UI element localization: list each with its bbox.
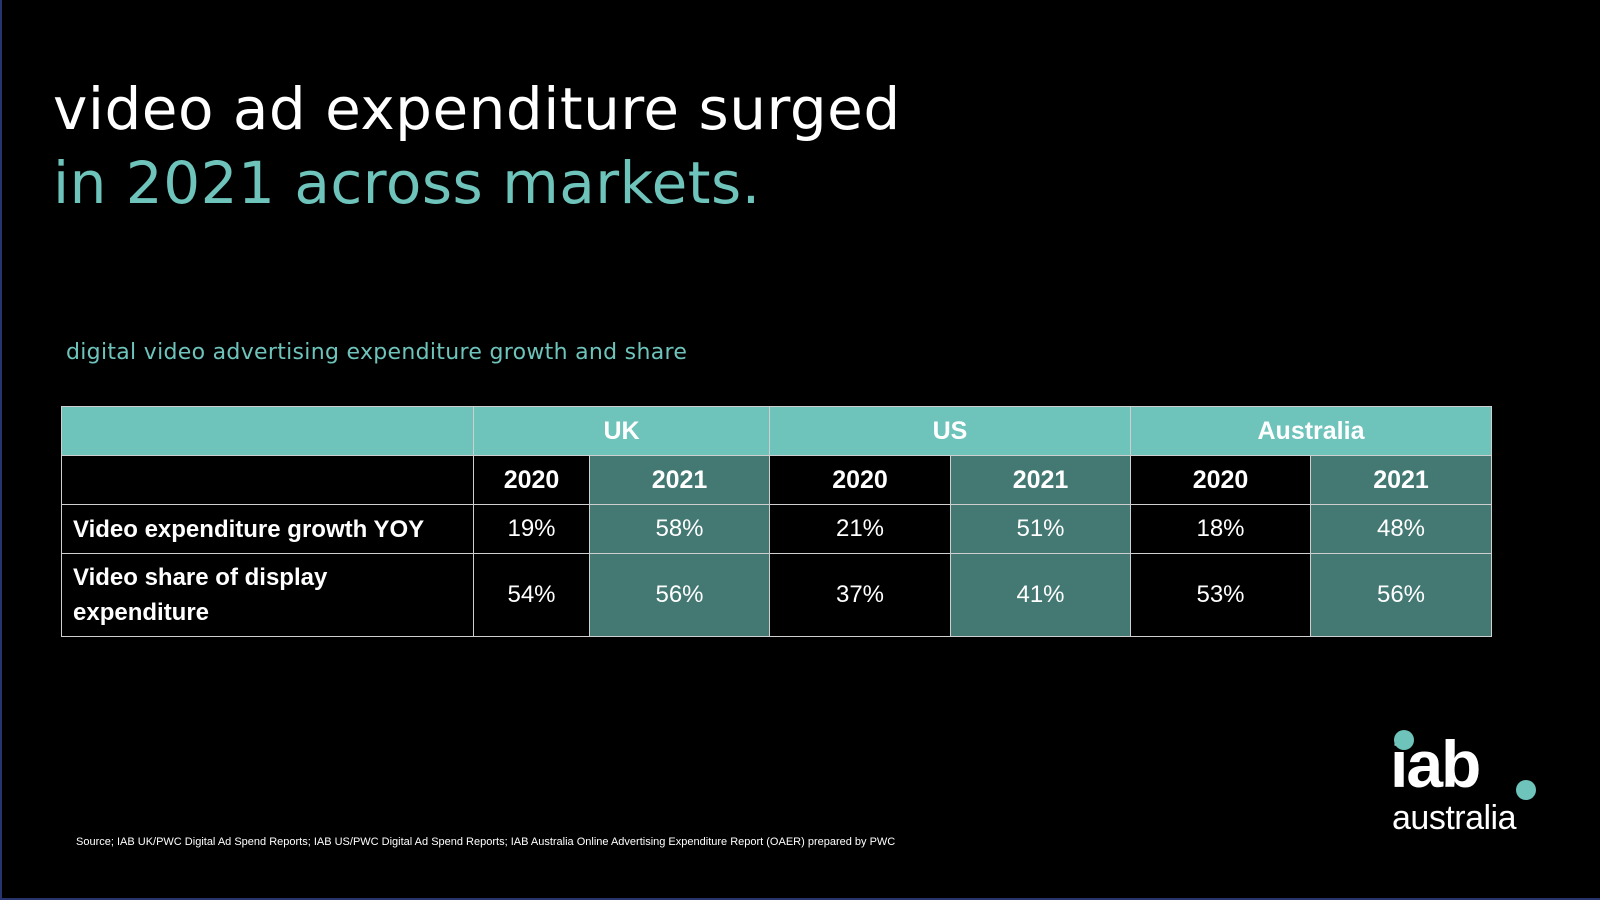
left-border-line bbox=[0, 0, 2, 900]
bottom-border-line bbox=[0, 898, 1600, 900]
source-note: Source; IAB UK/PWC Digital Ad Spend Repo… bbox=[76, 836, 896, 848]
logo-dot-top-icon bbox=[1394, 730, 1414, 750]
year-cell: 2021 bbox=[950, 455, 1131, 505]
value-cell: 21% bbox=[769, 504, 951, 554]
title-line-2: in 2021 across markets. bbox=[53, 149, 761, 217]
row-label: Video expenditure growth YOY bbox=[61, 504, 474, 554]
year-cell: 2020 bbox=[769, 455, 951, 505]
row-label: Video share of display expenditure bbox=[61, 553, 474, 637]
header-blank-cell bbox=[61, 406, 474, 456]
value-cell: 18% bbox=[1130, 504, 1311, 554]
value-cell: 41% bbox=[950, 553, 1131, 637]
year-blank-cell bbox=[61, 455, 474, 505]
title-line-1: video ad expenditure surged bbox=[53, 75, 901, 143]
page-title: video ad expenditure surged in 2021 acro… bbox=[53, 72, 901, 220]
value-cell: 37% bbox=[769, 553, 951, 637]
year-cell: 2020 bbox=[1130, 455, 1311, 505]
year-cell: 2021 bbox=[589, 455, 770, 505]
expenditure-table: UK US Australia 2020 2021 2020 2021 2020… bbox=[61, 406, 1492, 637]
iab-australia-logo: iab australia bbox=[1390, 727, 1540, 838]
logo-dot-right-icon bbox=[1516, 780, 1536, 800]
logo-australia-text: australia bbox=[1392, 799, 1517, 837]
value-cell: 56% bbox=[589, 553, 770, 637]
value-cell: 48% bbox=[1310, 504, 1492, 554]
year-header-row: 2020 2021 2020 2021 2020 2021 bbox=[61, 455, 1492, 505]
value-cell: 51% bbox=[950, 504, 1131, 554]
table-subtitle: digital video advertising expenditure gr… bbox=[66, 340, 688, 365]
year-cell: 2021 bbox=[1310, 455, 1492, 505]
value-cell: 54% bbox=[473, 553, 590, 637]
market-header-row: UK US Australia bbox=[61, 406, 1492, 456]
value-cell: 58% bbox=[589, 504, 770, 554]
market-us: US bbox=[769, 406, 1131, 456]
table-row: Video expenditure growth YOY 19% 58% 21%… bbox=[61, 504, 1492, 554]
table-row: Video share of display expenditure 54% 5… bbox=[61, 553, 1492, 637]
value-cell: 53% bbox=[1130, 553, 1311, 637]
market-australia: Australia bbox=[1130, 406, 1492, 456]
value-cell: 56% bbox=[1310, 553, 1492, 637]
value-cell: 19% bbox=[473, 504, 590, 554]
market-uk: UK bbox=[473, 406, 770, 456]
year-cell: 2020 bbox=[473, 455, 590, 505]
